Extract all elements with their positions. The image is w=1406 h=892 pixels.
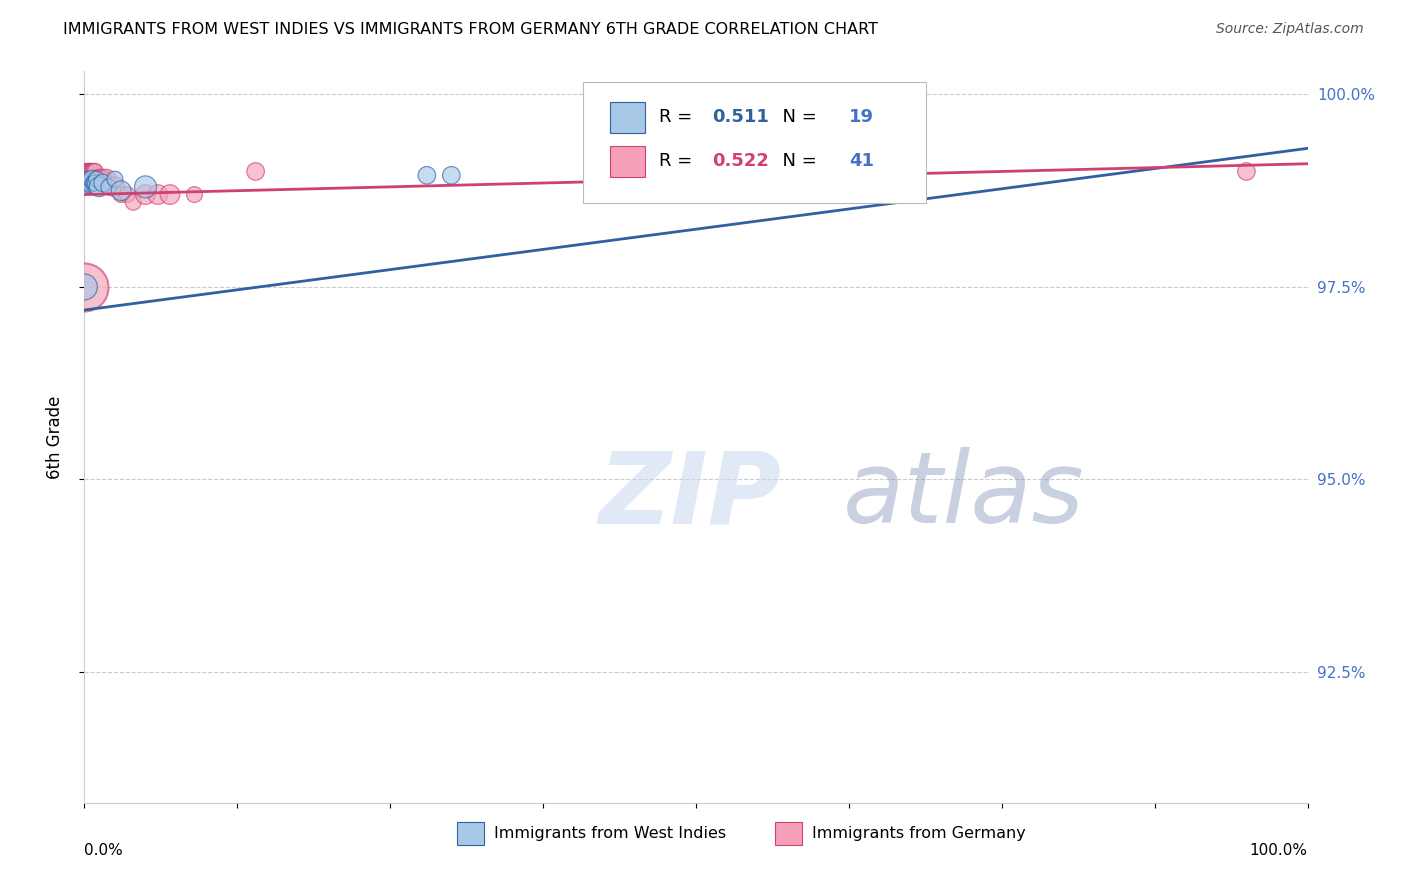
- Point: [183, 187, 205, 202]
- Point: [416, 169, 439, 183]
- Point: [77, 164, 100, 178]
- Point: [77, 164, 100, 178]
- Text: 0.511: 0.511: [711, 109, 769, 127]
- Y-axis label: 6th Grade: 6th Grade: [45, 395, 63, 479]
- Point: [135, 179, 157, 194]
- Point: [79, 176, 101, 190]
- Point: [79, 164, 101, 178]
- Point: [747, 164, 769, 178]
- Point: [80, 164, 103, 178]
- FancyBboxPatch shape: [457, 822, 484, 846]
- Point: [82, 164, 104, 178]
- Point: [86, 172, 108, 186]
- Text: atlas: atlas: [842, 447, 1084, 544]
- Point: [91, 176, 114, 190]
- Text: N =: N =: [770, 109, 823, 127]
- Text: 19: 19: [849, 109, 875, 127]
- Point: [159, 187, 181, 202]
- Text: R =: R =: [659, 153, 699, 170]
- Text: 100.0%: 100.0%: [1250, 843, 1308, 858]
- Point: [79, 164, 101, 178]
- Text: Immigrants from Germany: Immigrants from Germany: [813, 826, 1026, 841]
- Point: [93, 172, 115, 186]
- Point: [90, 172, 112, 186]
- Point: [77, 164, 100, 178]
- Text: 0.0%: 0.0%: [84, 843, 124, 858]
- Text: 41: 41: [849, 153, 875, 170]
- Point: [86, 172, 108, 186]
- Point: [89, 172, 111, 186]
- FancyBboxPatch shape: [583, 82, 927, 203]
- Point: [83, 176, 105, 190]
- Point: [96, 172, 118, 186]
- Point: [110, 184, 132, 198]
- FancyBboxPatch shape: [610, 102, 644, 133]
- Point: [76, 176, 98, 190]
- Point: [82, 164, 104, 178]
- Point: [80, 164, 103, 178]
- Point: [97, 179, 120, 194]
- Point: [76, 164, 98, 178]
- Point: [77, 164, 100, 178]
- Text: ZIP: ZIP: [598, 447, 782, 544]
- Text: R =: R =: [659, 109, 699, 127]
- Point: [91, 172, 114, 186]
- Point: [73, 280, 96, 294]
- Text: Source: ZipAtlas.com: Source: ZipAtlas.com: [1216, 22, 1364, 37]
- Point: [115, 187, 138, 202]
- Point: [77, 164, 100, 178]
- Point: [84, 176, 107, 190]
- FancyBboxPatch shape: [776, 822, 803, 846]
- Point: [73, 280, 96, 294]
- Point: [122, 195, 145, 210]
- Point: [77, 172, 100, 186]
- FancyBboxPatch shape: [610, 146, 644, 177]
- Point: [77, 164, 100, 178]
- Point: [77, 164, 100, 178]
- Point: [245, 164, 267, 178]
- Point: [77, 164, 100, 178]
- Text: Immigrants from West Indies: Immigrants from West Indies: [494, 826, 727, 841]
- Point: [1236, 164, 1258, 178]
- Text: N =: N =: [770, 153, 823, 170]
- Point: [84, 164, 107, 178]
- Text: 0.522: 0.522: [711, 153, 769, 170]
- Point: [87, 179, 110, 194]
- Point: [440, 169, 463, 183]
- Point: [77, 176, 100, 190]
- Point: [104, 179, 127, 194]
- Point: [135, 187, 157, 202]
- Point: [77, 164, 100, 178]
- Point: [97, 179, 120, 194]
- Point: [146, 187, 169, 202]
- Point: [87, 172, 110, 186]
- Point: [83, 164, 105, 178]
- Point: [104, 172, 127, 186]
- Point: [82, 176, 104, 190]
- Point: [79, 164, 101, 178]
- Point: [87, 172, 110, 186]
- Point: [83, 164, 105, 178]
- Point: [75, 179, 97, 194]
- Text: IMMIGRANTS FROM WEST INDIES VS IMMIGRANTS FROM GERMANY 6TH GRADE CORRELATION CHA: IMMIGRANTS FROM WEST INDIES VS IMMIGRANT…: [63, 22, 879, 37]
- Point: [110, 187, 132, 202]
- Point: [75, 164, 97, 178]
- Point: [80, 172, 103, 186]
